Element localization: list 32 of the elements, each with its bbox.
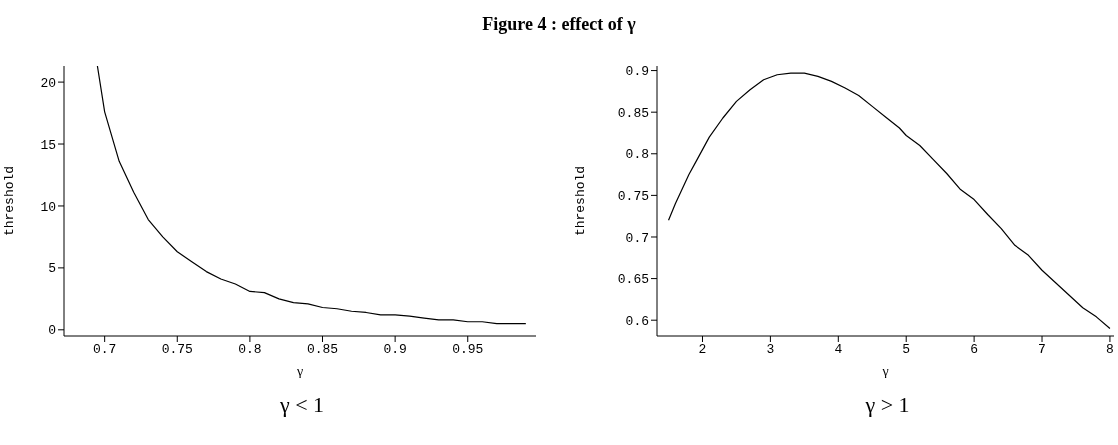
chart-title: Figure 4 : effect of γ — [481, 14, 637, 35]
y-tick-label: 5 — [48, 261, 56, 277]
y-axis-title: threshold — [572, 165, 588, 237]
y-tick-label: 0.75 — [617, 189, 649, 204]
x-tick-label: 3 — [766, 342, 775, 358]
x-tick-label: 2 — [698, 342, 707, 358]
text: γ > 1 — [864, 392, 911, 418]
x-tick-label: 0.8 — [238, 342, 262, 358]
x-tick-label: 6 — [970, 342, 979, 358]
y-tick-label: 0.8 — [625, 147, 649, 163]
y-tick-label: 20 — [40, 75, 56, 91]
line-series — [96, 66, 527, 325]
x-tick-label: 0.85 — [306, 342, 339, 358]
y-tick-label: 0.6 — [625, 313, 649, 329]
y-tick-label: 15 — [40, 137, 56, 153]
y-tick-label: 0.7 — [625, 230, 649, 246]
x-tick-label: 7 — [1038, 342, 1046, 358]
x-tick-label: 5 — [902, 342, 911, 358]
y-tick-label: 0.9 — [625, 64, 649, 80]
y-tick-label: 10 — [40, 199, 56, 215]
x-tick-label: 0.7 — [92, 342, 117, 358]
line-series — [667, 72, 1111, 330]
x-tick-label: 8 — [1106, 342, 1114, 358]
y-axis-title: threshold — [1, 165, 17, 237]
y-tick-label: 0 — [48, 323, 56, 339]
y-tick-label: 0.65 — [617, 272, 649, 288]
y-tick-label: 0.85 — [617, 105, 649, 121]
x-tick-label: 0.75 — [161, 342, 193, 358]
text: γ < 1 — [278, 392, 326, 418]
x-tick-label: 4 — [834, 342, 843, 358]
x-tick-label: 0.9 — [383, 342, 407, 358]
x-tick-label: 0.95 — [452, 342, 484, 358]
